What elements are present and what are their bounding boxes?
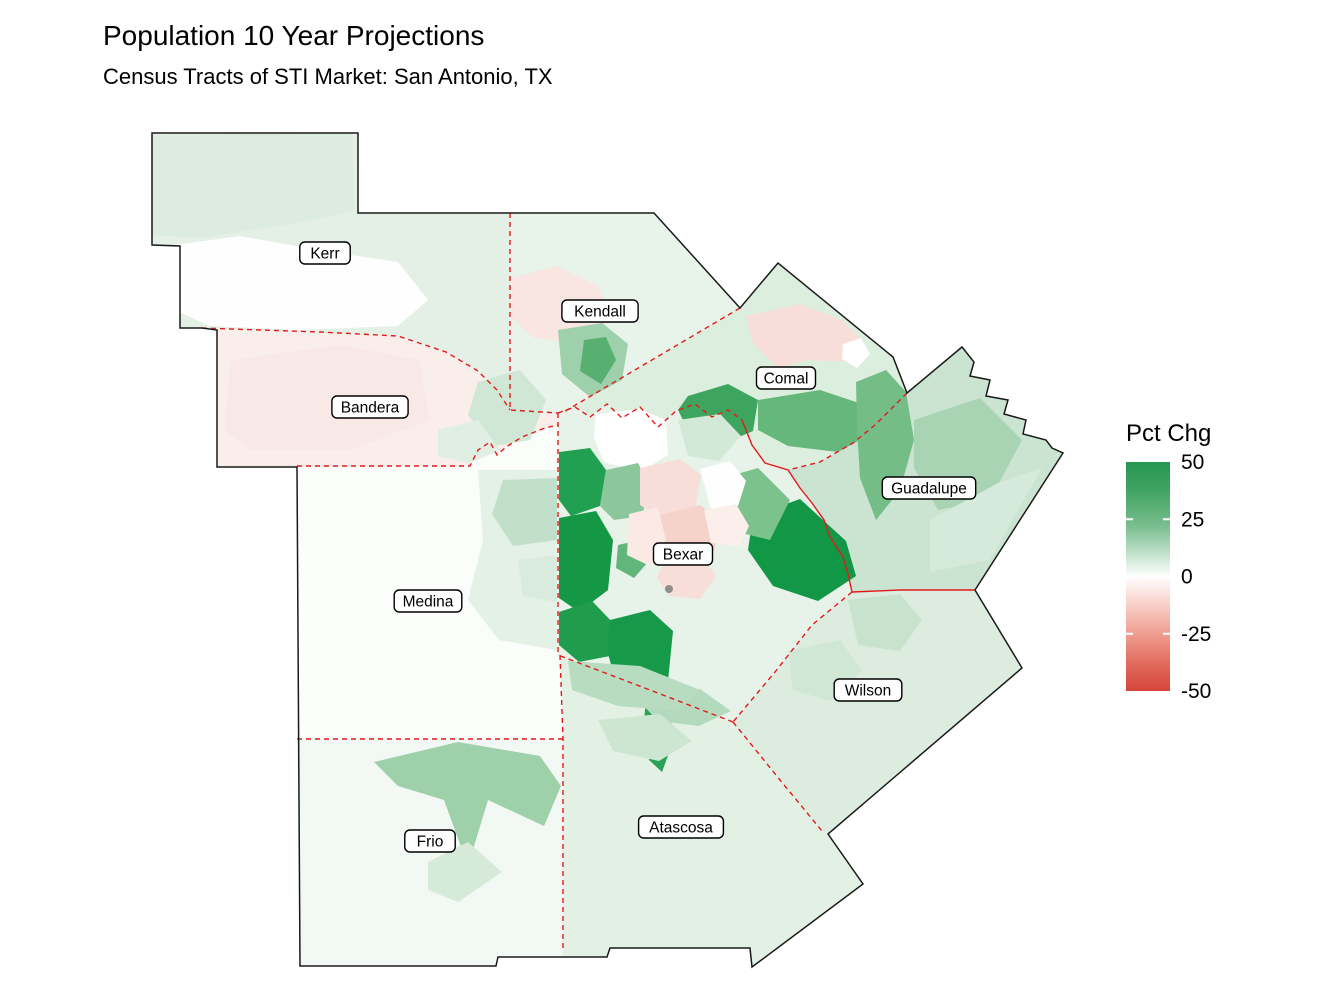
border-bexar-north [557,403,743,428]
border-atascosa-wilson [732,721,823,832]
county-label-text: Atascosa [649,820,713,837]
county-label-bandera: Bandera [331,395,409,419]
legend-tick-mark [1126,632,1133,635]
gray-na-tract [665,585,673,593]
tract-patch [594,409,668,472]
tract-patch [438,420,500,463]
county-label-box [833,678,903,702]
legend-tick-label: -25 [1181,623,1211,646]
border-comal-bexar-se [787,392,908,471]
tract-patch [225,345,430,450]
legend-tick-mark [1163,518,1170,521]
border-kendall-comal [561,307,741,414]
tract-patch [374,742,561,866]
tract-patch [704,504,749,546]
county-label-text: Medina [403,594,454,611]
county-label-frio: Frio [404,829,456,853]
tract-patch [600,463,650,520]
market-outer-boundary [151,132,1065,969]
county-label-layer: Kerr Bandera Kendall Comal Guadalupe Bexar Wil… [299,241,977,853]
tract-patch [678,414,741,461]
county-label-box [299,241,351,265]
county-label-box [561,299,639,323]
border-bandera-medina [297,424,559,467]
county-label-bexar: Bexar [652,542,714,566]
border-kerr-kendall [509,213,559,414]
tract-patch [640,459,701,521]
county-label-box [637,815,725,839]
tract-patch [842,338,870,368]
county-label-medina: Medina [393,589,463,613]
border-kerr-bandera [201,327,511,411]
county-label-box [404,829,456,853]
legend-tick-labels: 50 25 0 -25 -50 [1126,451,1211,703]
county-label-box [393,589,463,613]
county-label-wilson: Wilson [833,678,903,702]
county-label-comal: Comal [755,366,817,390]
tract-patch [492,478,557,546]
legend-tick-label: 0 [1181,566,1193,589]
tract-patch [568,661,700,711]
tract-patch [428,842,502,902]
county-label-text: Guadalupe [891,481,967,498]
county-label-kendall: Kendall [561,299,639,323]
legend-tick-mark [1126,518,1133,521]
tract-patch [700,461,746,509]
tract-patch [468,370,546,446]
legend-tick-label: -50 [1181,680,1211,703]
tract-patch [848,594,922,651]
county-label-text: Comal [764,371,809,388]
legend-tick-mark [1163,632,1170,635]
tract-patch [559,511,613,612]
county-label-text: Kendall [574,304,626,321]
county-label-box [331,395,409,419]
tract-patch [152,133,354,238]
county-label-box [881,476,977,500]
tract-patch [152,236,428,330]
tract-patch [559,601,616,662]
county-label-text: Kerr [310,246,339,263]
legend-title: Pct Chg [1126,420,1211,447]
census-tract-layer [152,133,1042,902]
county-label-text: Wilson [845,683,892,700]
tract-patch [746,304,862,368]
tract-patch [598,714,692,761]
legend-colorbar [1126,462,1170,691]
county-border-layer [201,213,975,948]
county-label-text: Bandera [341,400,400,417]
tract-patch [518,555,557,602]
legend: Pct Chg 50 25 0 -25 -50 [1126,420,1211,703]
border-bexar-guadalupe [741,419,853,593]
border-bexar-wilson [732,591,853,723]
page-subtitle: Census Tracts of STI Market: San Antonio… [103,64,553,89]
tract-patch [580,337,616,384]
border-bexar-atascosa [557,654,734,723]
legend-tick-label: 50 [1181,451,1204,474]
county-label-text: Bexar [663,547,704,564]
county-label-kerr: Kerr [299,241,351,265]
county-label-text: Frio [417,834,444,851]
county-label-box [652,542,714,566]
legend-tick-label: 25 [1181,508,1204,531]
border-guadalupe-wilson [851,589,975,593]
tract-patch [930,468,1042,572]
tract-patch [758,390,878,452]
tract-patch [559,448,606,516]
county-label-atascosa: Atascosa [637,815,725,839]
border-frio-atascosa [559,654,564,948]
page-title: Population 10 Year Projections [103,20,484,51]
county-label-box [755,366,817,390]
county-label-guadalupe: Guadalupe [881,476,977,500]
